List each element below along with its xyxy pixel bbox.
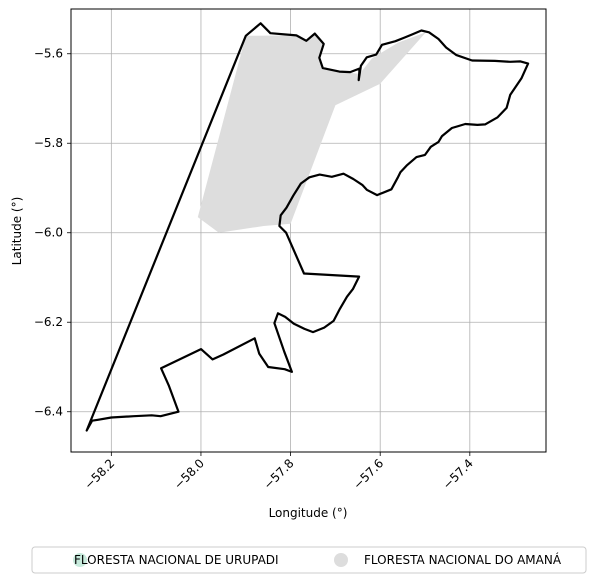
- y-tick-label: −5.6: [34, 47, 63, 61]
- y-tick-label: −5.8: [34, 136, 63, 150]
- x-tick-label: −57.8: [261, 456, 297, 492]
- x-tick-label: −58.0: [171, 456, 207, 492]
- x-tick-label: −57.6: [350, 456, 386, 492]
- y-axis-label: Latitude (°): [10, 197, 24, 266]
- y-tick-label: −6.2: [34, 315, 63, 329]
- legend-label-amana: FLORESTA NACIONAL DO AMANÁ: [364, 552, 562, 567]
- region-urupadi-boundary: [85, 22, 530, 432]
- x-tick-label: −57.4: [440, 456, 476, 492]
- legend-label-urupadi: FLORESTA NACIONAL DE URUPADI: [74, 553, 279, 567]
- legend-frame: [31, 546, 587, 574]
- x-axis-label: Longitude (°): [269, 506, 348, 520]
- regions: [85, 22, 530, 432]
- region-amana: [197, 32, 426, 233]
- legend-marker-amana: [334, 553, 348, 567]
- x-tick-label: −58.2: [82, 456, 118, 492]
- legend-marker-urupadi: [73, 553, 87, 567]
- y-tick-label: −6.0: [34, 226, 63, 240]
- plot-frame: [70, 8, 547, 453]
- legend: FLORESTA NACIONAL DE URUPADI FLORESTA NA…: [31, 546, 587, 574]
- y-tick-label: −6.4: [34, 405, 63, 419]
